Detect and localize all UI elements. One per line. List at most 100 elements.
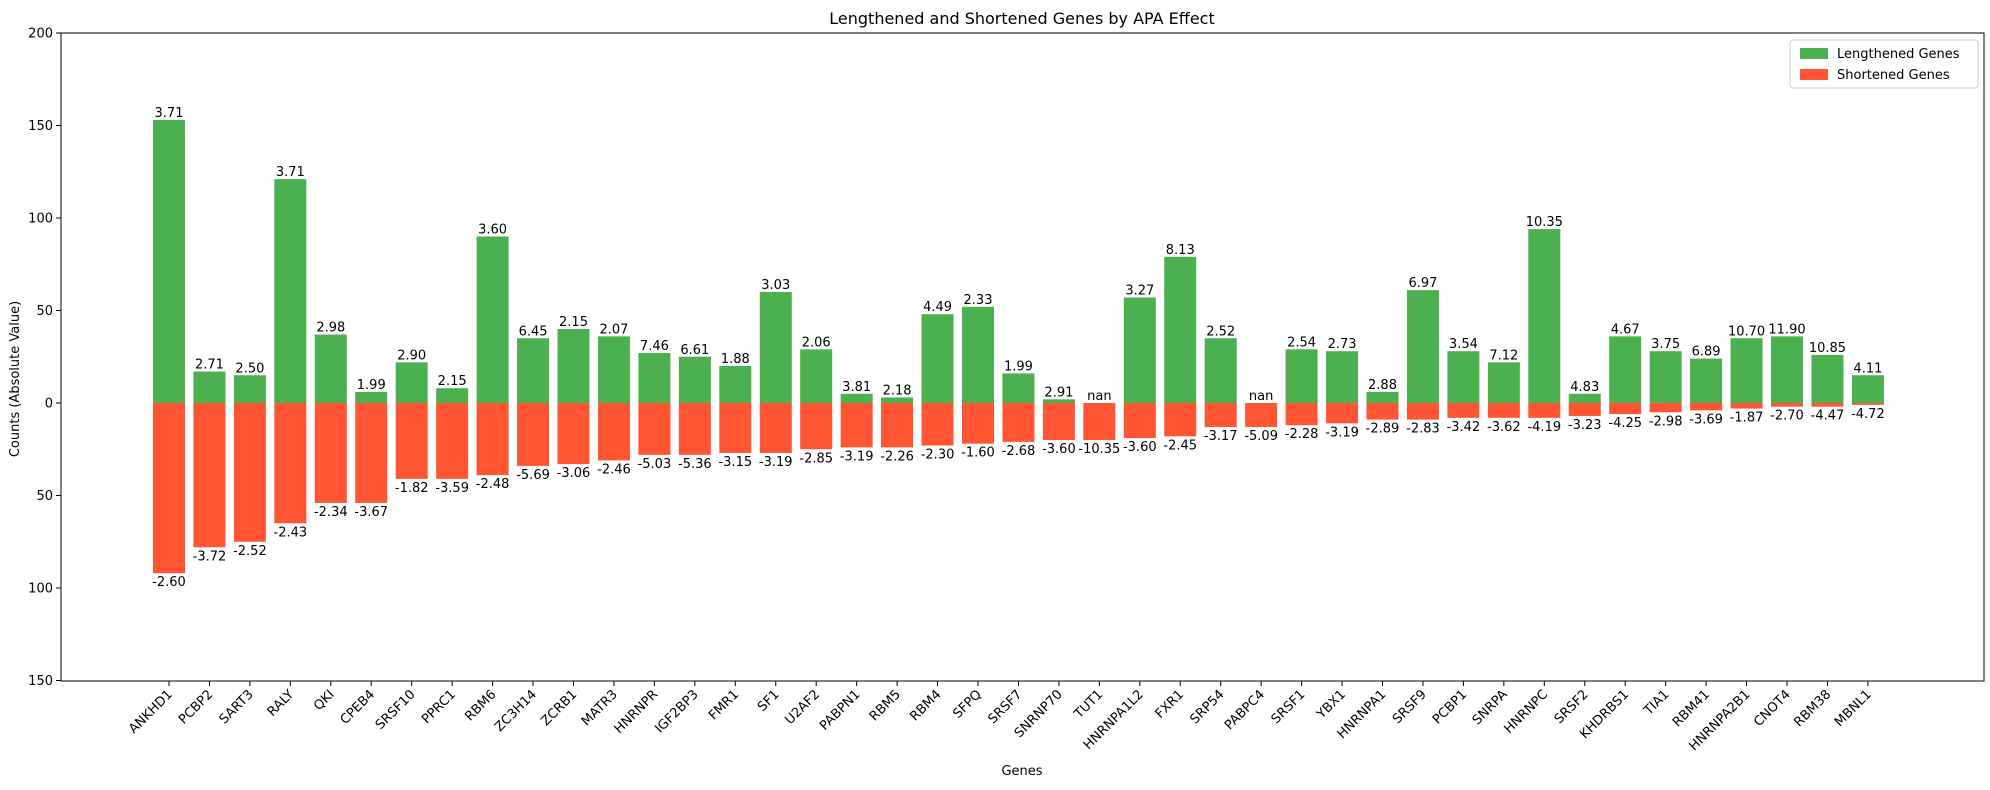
lengthened-value-label: 3.81 (842, 380, 871, 395)
lengthened-value-label: nan (1087, 389, 1111, 404)
shortened-value-label: -4.47 (1811, 409, 1845, 424)
x-tick-label: SRP54 (1187, 687, 1227, 727)
bar-lengthened (800, 349, 833, 403)
shortened-value-label: -2.68 (1002, 444, 1036, 459)
x-tick-label: RBM5 (867, 687, 904, 724)
lengthened-value-label: 2.33 (964, 293, 993, 308)
bar-lengthened (1811, 354, 1844, 403)
bar-shortened (800, 403, 833, 450)
bar-shortened (1406, 403, 1439, 420)
lengthened-value-label: 2.98 (316, 321, 345, 336)
x-tick-label: PABPN1 (817, 687, 863, 733)
x-tick-label: SRSF10 (373, 687, 419, 733)
bar-lengthened (638, 353, 671, 403)
shortened-value-label: -3.06 (557, 466, 591, 481)
bar-shortened (1447, 403, 1480, 418)
bar-lengthened (1649, 351, 1682, 403)
lengthened-value-label: 10.85 (1809, 341, 1846, 356)
x-tick-label: CPEB4 (338, 687, 379, 728)
legend: Lengthened Genes Shortened Genes (1789, 39, 1979, 89)
bar-shortened (1123, 403, 1156, 439)
y-tick-label: 150 (28, 674, 53, 689)
x-tick-label: SRSF1 (1269, 687, 1309, 727)
bar-shortened (719, 403, 752, 453)
legend-swatch (1800, 48, 1828, 59)
bar-shortened (962, 403, 994, 444)
x-tick-label: ZCRB1 (538, 687, 580, 729)
bar-shortened (1811, 403, 1844, 407)
bar-lengthened (1528, 229, 1561, 403)
bar-lengthened (436, 388, 469, 403)
shortened-value-label: -2.83 (1406, 422, 1440, 437)
y-axis-title: Counts (Absolute Value) (8, 301, 23, 457)
lengthened-value-label: 2.15 (559, 315, 588, 330)
lengthened-value-label: 2.52 (1206, 324, 1235, 339)
x-tick-label: PCBP2 (176, 687, 216, 727)
lengthened-value-label: 4.67 (1611, 322, 1640, 337)
shortened-value-label: -5.03 (638, 457, 672, 472)
lengthened-value-label: 8.13 (1166, 243, 1195, 258)
bar-lengthened (557, 329, 590, 403)
lengthened-value-label: 2.18 (883, 383, 912, 398)
shortened-value-label: -4.25 (1608, 416, 1642, 431)
lengthened-value-label: 2.50 (235, 361, 264, 376)
lengthened-value-label: 2.90 (397, 348, 426, 363)
bar-lengthened (1123, 297, 1156, 403)
bar-lengthened (274, 179, 307, 403)
shortened-value-label: -3.67 (354, 505, 388, 520)
bar-shortened (1851, 403, 1884, 405)
bar-lengthened (1204, 338, 1237, 403)
shortened-value-label: -10.35 (1078, 442, 1120, 457)
lengthened-value-label: 2.54 (1287, 335, 1316, 350)
bar-lengthened (1406, 290, 1439, 403)
bar-shortened (1042, 403, 1075, 440)
bar-shortened (1487, 403, 1520, 418)
bar-lengthened (597, 336, 630, 403)
lengthened-value-label: 3.27 (1125, 284, 1154, 299)
lengthened-value-label: 2.71 (195, 358, 224, 373)
legend-swatch (1800, 69, 1828, 80)
bar-shortened (1245, 403, 1278, 428)
bar-shortened (1609, 403, 1642, 415)
y-tick-label: 100 (28, 582, 53, 597)
lengthened-value-label: 6.89 (1692, 345, 1721, 360)
bar-lengthened (921, 314, 954, 403)
lengthened-value-label: 10.70 (1728, 324, 1765, 339)
bar-lengthened (233, 375, 266, 403)
shortened-value-label: -2.43 (274, 525, 308, 540)
lengthened-value-label: 6.97 (1408, 276, 1437, 291)
x-tick-label: RBM4 (907, 687, 944, 724)
bar-shortened (517, 403, 550, 466)
plot-frame (60, 32, 1985, 682)
bar-lengthened (962, 306, 994, 403)
shortened-value-label: -2.70 (1770, 409, 1804, 424)
x-tick-label: SRSF9 (1390, 687, 1430, 727)
shortened-value-label: -3.23 (1568, 418, 1602, 433)
bar-shortened (153, 403, 185, 574)
shortened-value-label: -3.59 (435, 481, 469, 496)
bar-shortened (1002, 403, 1035, 442)
lengthened-value-label: 3.71 (276, 165, 305, 180)
shortened-value-label: -3.19 (840, 449, 874, 464)
bars-layer (153, 119, 1884, 574)
x-tick-label: SART3 (217, 687, 257, 727)
y-tick-label: 150 (28, 119, 53, 134)
bar-shortened (678, 403, 711, 455)
bar-shortened (1649, 403, 1682, 413)
bar-shortened (840, 403, 873, 448)
bar-lengthened (395, 362, 428, 403)
lengthened-value-label: 3.60 (478, 223, 507, 238)
lengthened-value-label: 7.12 (1489, 348, 1518, 363)
shortened-value-label: -2.60 (152, 575, 186, 590)
lengthened-value-label: 4.83 (1570, 380, 1599, 395)
bar-lengthened (1164, 256, 1197, 403)
shortened-value-label: -2.28 (1285, 427, 1319, 442)
bar-shortened (1204, 403, 1237, 428)
lengthened-value-label: 2.06 (802, 335, 831, 350)
x-tick-label: SFPQ (950, 687, 985, 722)
bar-lengthened (1609, 336, 1642, 403)
lengthened-value-label: 1.88 (721, 352, 750, 367)
shortened-value-label: -5.09 (1244, 429, 1278, 444)
bar-shortened (1528, 403, 1561, 418)
